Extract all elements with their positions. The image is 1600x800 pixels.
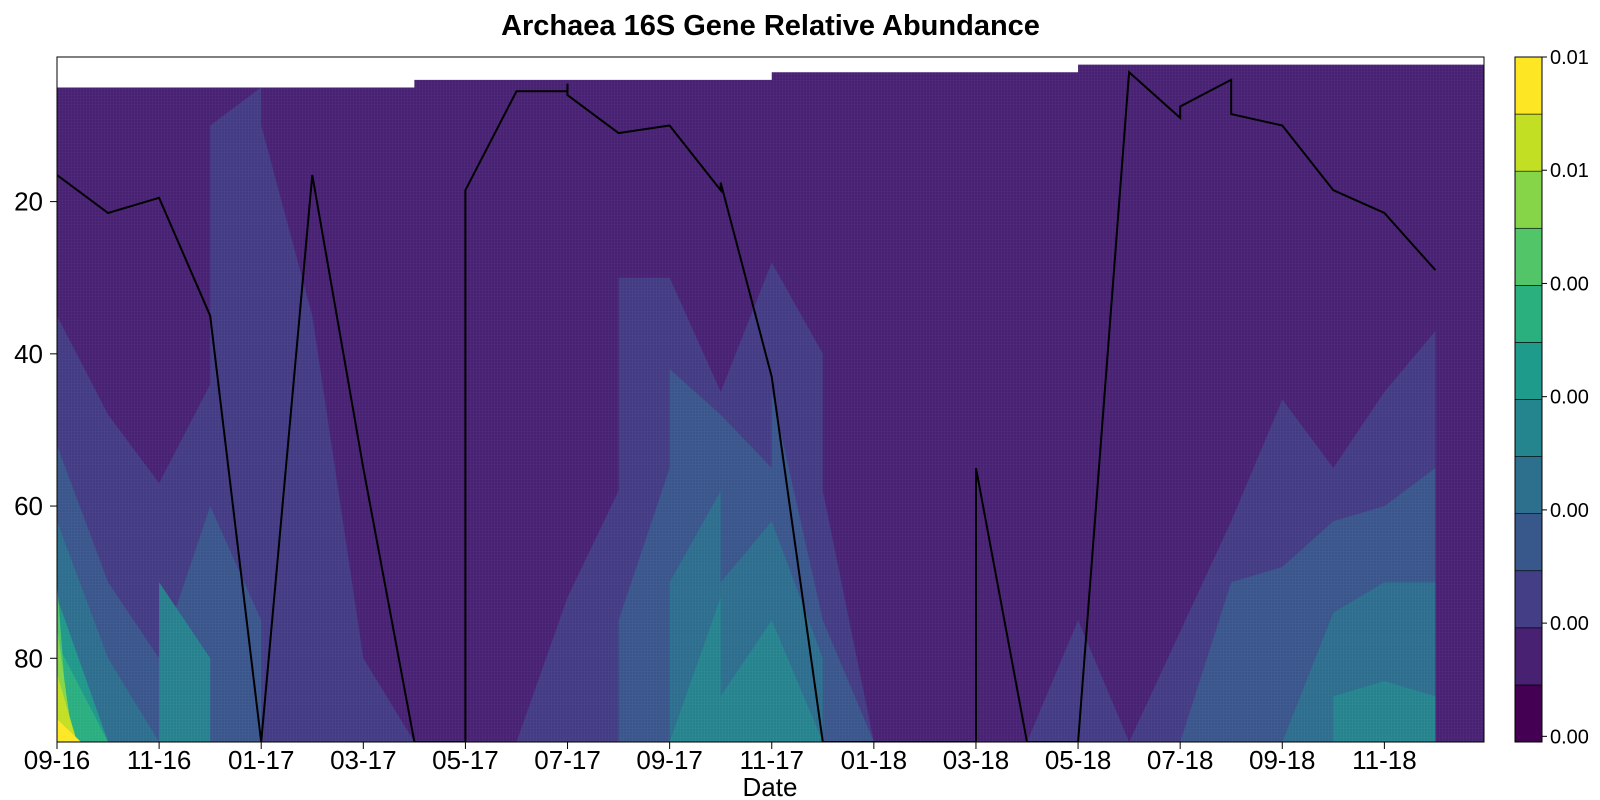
colorbar-tick-label: 0.00 [1550, 273, 1589, 295]
x-tick-label: 11-16 [127, 745, 192, 775]
x-tick-label: 03-18 [943, 745, 1010, 775]
x-tick-label: 09-17 [636, 745, 703, 775]
x-tick-label: 09-16 [24, 745, 91, 775]
colorbar-level-3 [1514, 513, 1543, 572]
colorbar-level-4 [1514, 456, 1543, 514]
x-tick-label: 07-18 [1147, 745, 1214, 775]
series-line-0 [57, 70, 1437, 742]
colorbar-level-5 [1514, 399, 1543, 457]
y-tick-label: 40 [14, 339, 43, 369]
y-axis: 20 40 60 80 [14, 187, 57, 673]
colorbar-level-7 [1514, 285, 1543, 343]
colorbar-tick-label: 0.01 [1550, 160, 1589, 182]
colorbar-tick-label: 0.00 [1550, 500, 1589, 522]
y-tick-label: 20 [14, 187, 43, 217]
x-tick-label: 07-17 [534, 745, 601, 775]
colorbar-level-0 [1514, 684, 1543, 743]
colorbar-tick-label: 0.00 [1550, 613, 1589, 635]
colorbar-level-9 [1514, 170, 1543, 229]
colorbar-frame [1514, 56, 1543, 743]
x-tick-label: 01-18 [841, 745, 908, 775]
chart-title: Archaea 16S Gene Relative Abundance [501, 10, 1040, 42]
colorbar-level-10 [1514, 113, 1543, 172]
x-tick-label: 05-17 [432, 745, 499, 775]
colorbar-level-11 [1514, 56, 1543, 115]
x-axis: 09-16 11-16 01-17 03-17 05-17 07-17 09-17 11-17… [24, 742, 1417, 775]
x-tick-label: 05-18 [1045, 745, 1112, 775]
x-tick-label: 09-18 [1249, 745, 1316, 775]
x-tick-label: 03-17 [330, 745, 397, 775]
colorbar: 0.01 0.01 0.00 0.00 0.00 0.00 0.00 [1514, 47, 1589, 748]
x-axis-label: Date [743, 772, 798, 800]
colorbar-level-2 [1514, 570, 1543, 629]
x-tick-label: 01-17 [228, 745, 295, 775]
colorbar-tick-label: 0.00 [1550, 387, 1589, 409]
plot-frame [56, 56, 1485, 743]
colorbar-level-8 [1514, 227, 1543, 286]
colorbar-level-6 [1514, 342, 1543, 400]
colorbar-tick-label: 0.00 [1550, 726, 1589, 748]
colorbar-level-1 [1514, 627, 1543, 686]
x-tick-label: 11-18 [1352, 745, 1417, 775]
y-tick-label: 60 [14, 491, 43, 521]
y-tick-label: 80 [14, 643, 43, 673]
contour-field [57, 57, 1484, 742]
interpolation-grid [57, 57, 1484, 742]
x-tick-label: 11-17 [739, 745, 804, 775]
colorbar-tick-label: 0.01 [1550, 47, 1589, 69]
